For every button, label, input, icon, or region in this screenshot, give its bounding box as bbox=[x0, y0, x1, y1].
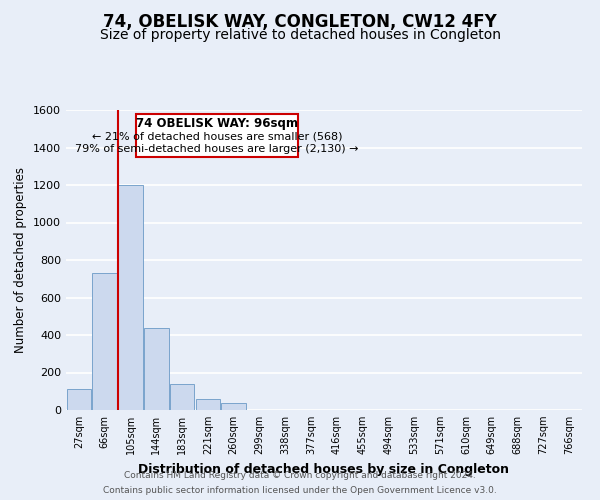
Y-axis label: Number of detached properties: Number of detached properties bbox=[14, 167, 28, 353]
X-axis label: Distribution of detached houses by size in Congleton: Distribution of detached houses by size … bbox=[139, 462, 509, 475]
Text: Size of property relative to detached houses in Congleton: Size of property relative to detached ho… bbox=[100, 28, 500, 42]
Bar bbox=[92, 273, 117, 410]
Text: 79% of semi-detached houses are larger (2,130) →: 79% of semi-detached houses are larger (… bbox=[75, 144, 359, 154]
Text: 74, OBELISK WAY, CONGLETON, CW12 4FY: 74, OBELISK WAY, CONGLETON, CW12 4FY bbox=[103, 12, 497, 30]
Bar bbox=[144, 328, 169, 410]
Text: Contains public sector information licensed under the Open Government Licence v3: Contains public sector information licen… bbox=[103, 486, 497, 495]
Bar bbox=[221, 404, 246, 410]
Text: Contains HM Land Registry data © Crown copyright and database right 2024.: Contains HM Land Registry data © Crown c… bbox=[124, 471, 476, 480]
Text: ← 21% of detached houses are smaller (568): ← 21% of detached houses are smaller (56… bbox=[92, 131, 342, 141]
FancyBboxPatch shape bbox=[136, 114, 298, 157]
Bar bbox=[170, 384, 194, 410]
Bar bbox=[196, 399, 220, 410]
Bar bbox=[118, 185, 143, 410]
Bar bbox=[67, 390, 91, 410]
Text: 74 OBELISK WAY: 96sqm: 74 OBELISK WAY: 96sqm bbox=[136, 116, 298, 130]
